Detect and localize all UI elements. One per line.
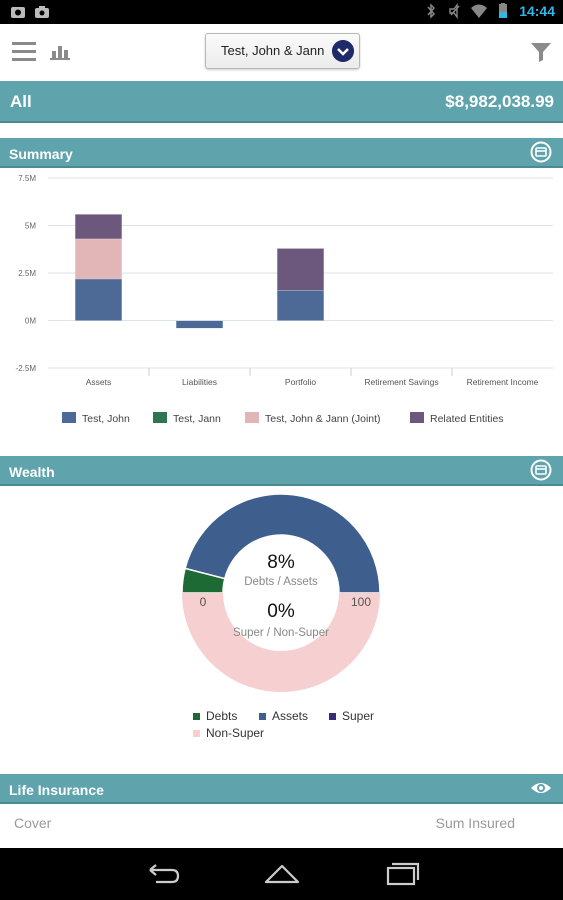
life-insurance-columns: Cover Sum Insured [0, 805, 563, 845]
sum-insured-column-header: Sum Insured [435, 815, 515, 831]
x-tick-label: Liabilities [182, 377, 217, 387]
chart-icon[interactable] [48, 40, 72, 64]
legend-label: Super [342, 709, 374, 723]
cover-column-header: Cover [14, 815, 52, 831]
clock: 14:44 [519, 3, 555, 19]
eye-icon[interactable] [530, 777, 552, 799]
debts-assets-label: Debts / Assets [244, 576, 318, 588]
wealth-gauge-chart: 8% Debts / Assets 0% Super / Non-Super 0 100 D… [181, 493, 381, 740]
gauge-segment [182, 593, 380, 692]
filter-icon[interactable] [529, 40, 553, 64]
screenshot-icon [11, 7, 25, 18]
wealth-header[interactable]: Wealth [0, 456, 563, 486]
y-tick-label: 0M [25, 317, 36, 326]
legend-label: Test, Jann [173, 413, 221, 425]
x-tick-label: Retirement Savings [364, 377, 438, 387]
legend-label: Debts [206, 709, 237, 723]
camera-icon [35, 6, 49, 18]
summary-title: Summary [9, 146, 73, 162]
back-icon[interactable] [142, 860, 182, 888]
mute-icon [449, 3, 460, 19]
legend-swatch [153, 412, 167, 423]
summary-bar-chart: 7.5M 5M 2.5M 0M -2.5M Assets Liabilities Portfo… [16, 174, 553, 425]
super-label: Super / Non-Super [233, 627, 329, 639]
y-tick-label: 2.5M [18, 269, 36, 278]
bar-segment [75, 238, 122, 279]
all-total-value: $8,982,038.99 [445, 92, 554, 111]
bar-segment [277, 248, 324, 291]
collapse-icon[interactable] [530, 141, 552, 163]
x-tick-label: Portfolio [285, 377, 316, 387]
life-insurance-title: Life Insurance [9, 782, 104, 798]
x-tick-label: Assets [86, 377, 112, 387]
menu-icon[interactable] [12, 42, 36, 62]
legend-swatch [193, 713, 200, 720]
all-label: All [10, 92, 32, 111]
battery-icon [499, 3, 508, 18]
legend-label: Assets [272, 709, 308, 723]
legend-swatch [259, 713, 266, 720]
navigation-bar [0, 848, 563, 900]
chevron-down-icon [332, 40, 354, 62]
collapse-icon[interactable] [530, 459, 552, 481]
all-total-bar[interactable]: All $8,982,038.99 [0, 81, 563, 123]
x-tick-label: Retirement Income [467, 377, 539, 387]
wealth-title: Wealth [9, 464, 55, 480]
scale-max-label: 100 [351, 595, 371, 609]
wifi-icon [471, 4, 488, 18]
legend-label: Test, John [82, 413, 130, 425]
legend-swatch [193, 730, 200, 737]
y-tick-label: 5M [25, 222, 36, 231]
legend-swatch [329, 713, 336, 720]
client-selector-label: Test, John & Jann [221, 43, 325, 58]
legend-swatch [410, 412, 424, 423]
bar-segment [75, 278, 122, 321]
y-tick-label: -2.5M [16, 364, 37, 373]
status-bar: 14:44 [0, 0, 563, 24]
bar-segment [176, 320, 223, 329]
life-insurance-header[interactable]: Life Insurance [0, 774, 563, 804]
client-selector[interactable]: Test, John & Jann [205, 33, 360, 69]
recents-icon[interactable] [382, 860, 422, 888]
super-value: 0% [267, 601, 295, 622]
toolbar: Test, John & Jann [0, 24, 563, 80]
legend-label: Test, John & Jann (Joint) [265, 413, 381, 425]
legend-swatch [245, 412, 259, 423]
bluetooth-icon [427, 3, 436, 19]
home-icon[interactable] [262, 860, 302, 888]
bar-segment [75, 214, 122, 239]
legend-swatch [62, 412, 76, 423]
y-tick-label: 7.5M [18, 174, 36, 183]
scale-min-label: 0 [200, 595, 207, 609]
legend-label: Related Entities [430, 413, 504, 425]
legend-label: Non-Super [206, 726, 264, 740]
bar-segment [277, 290, 324, 321]
debts-assets-value: 8% [267, 552, 295, 573]
gauge-segment [184, 493, 381, 594]
summary-header[interactable]: Summary [0, 138, 563, 168]
